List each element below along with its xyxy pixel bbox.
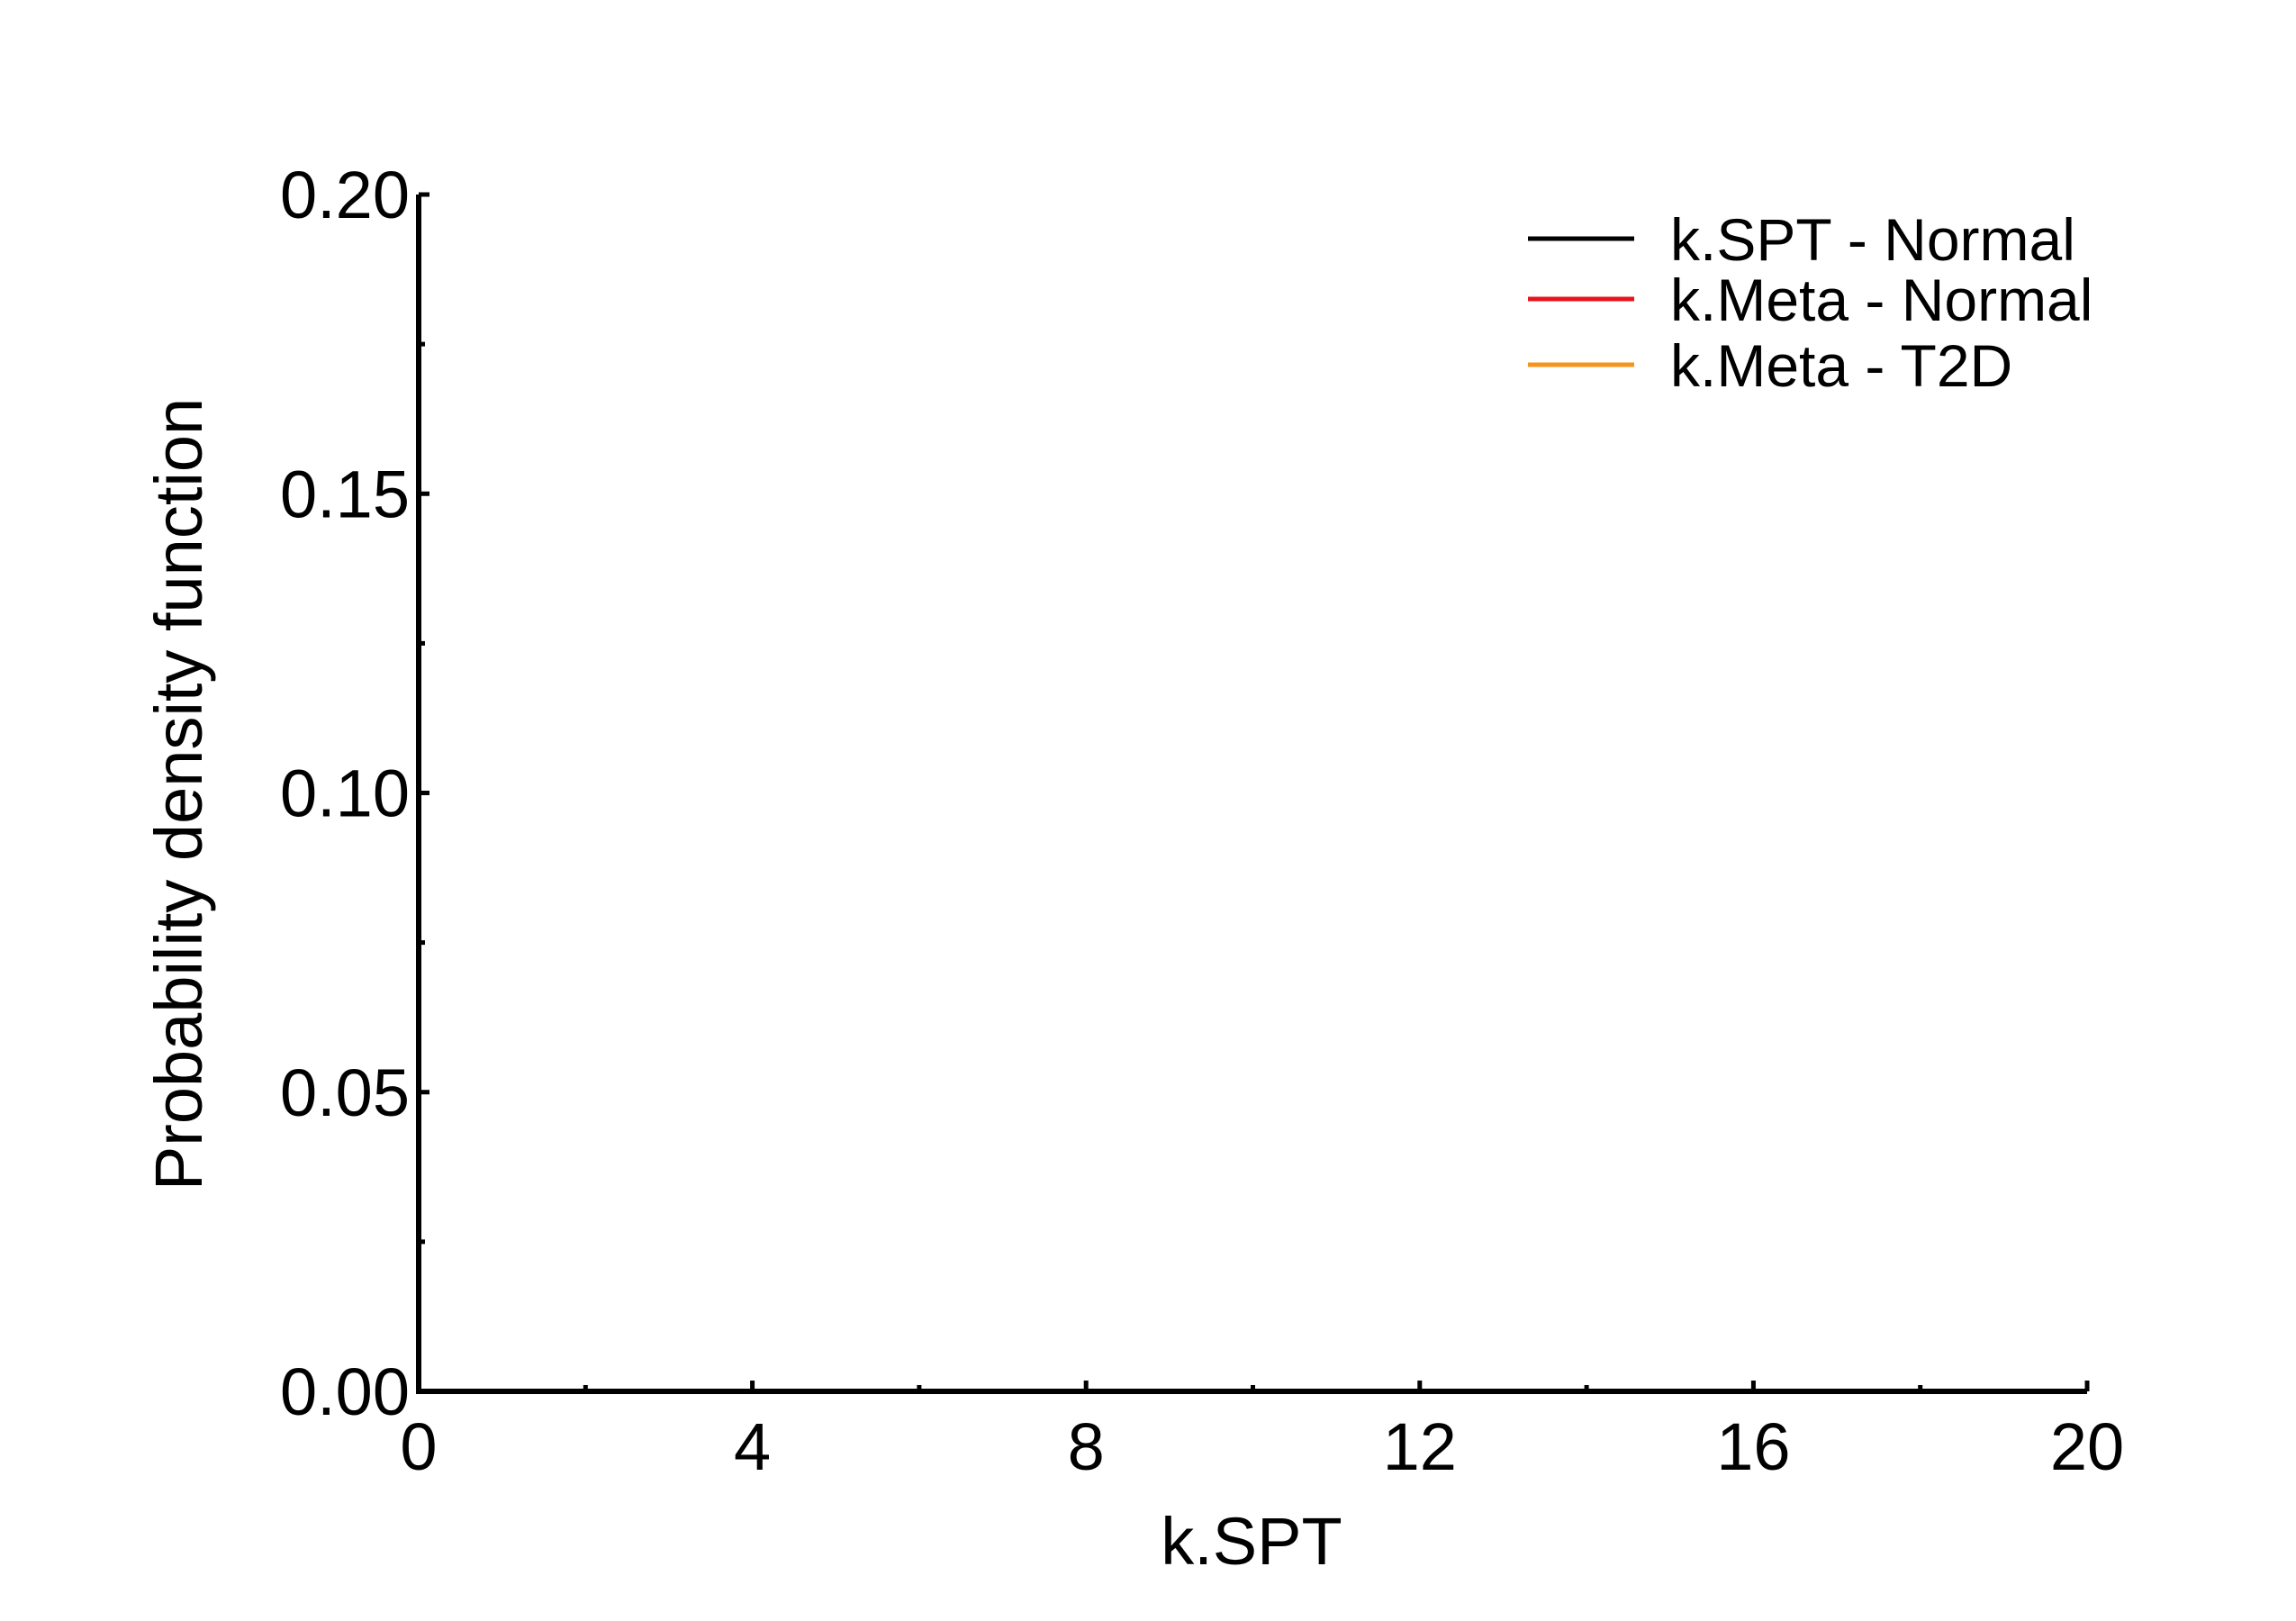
legend-label: k.Meta - Normal — [1670, 267, 2093, 333]
y-tick-label: 0.20 — [280, 158, 410, 232]
y-tick-label: 0.15 — [280, 457, 410, 531]
x-axis-title: k.SPT — [1161, 1504, 1342, 1579]
x-tick-label: 8 — [1068, 1409, 1105, 1484]
x-tick-label: 0 — [400, 1409, 437, 1484]
x-tick-label: 20 — [2050, 1409, 2124, 1484]
y-tick-label: 0.10 — [280, 756, 410, 831]
x-ticks: 0 4 8 12 16 20 — [400, 1381, 2124, 1484]
x-tick-label: 4 — [734, 1409, 771, 1484]
y-axis-title: Probability density function — [141, 398, 216, 1191]
x-tick-label: 12 — [1383, 1409, 1457, 1484]
y-tick-label: 0.00 — [280, 1354, 410, 1429]
x-tick-label: 16 — [1716, 1409, 1790, 1484]
y-tick-label: 0.05 — [280, 1055, 410, 1130]
legend-label: k.Meta - T2D — [1670, 332, 2012, 399]
legend-label: k.SPT - Normal — [1670, 206, 2075, 273]
y-ticks: 0.00 0.05 0.10 0.15 0.20 — [280, 158, 429, 1429]
